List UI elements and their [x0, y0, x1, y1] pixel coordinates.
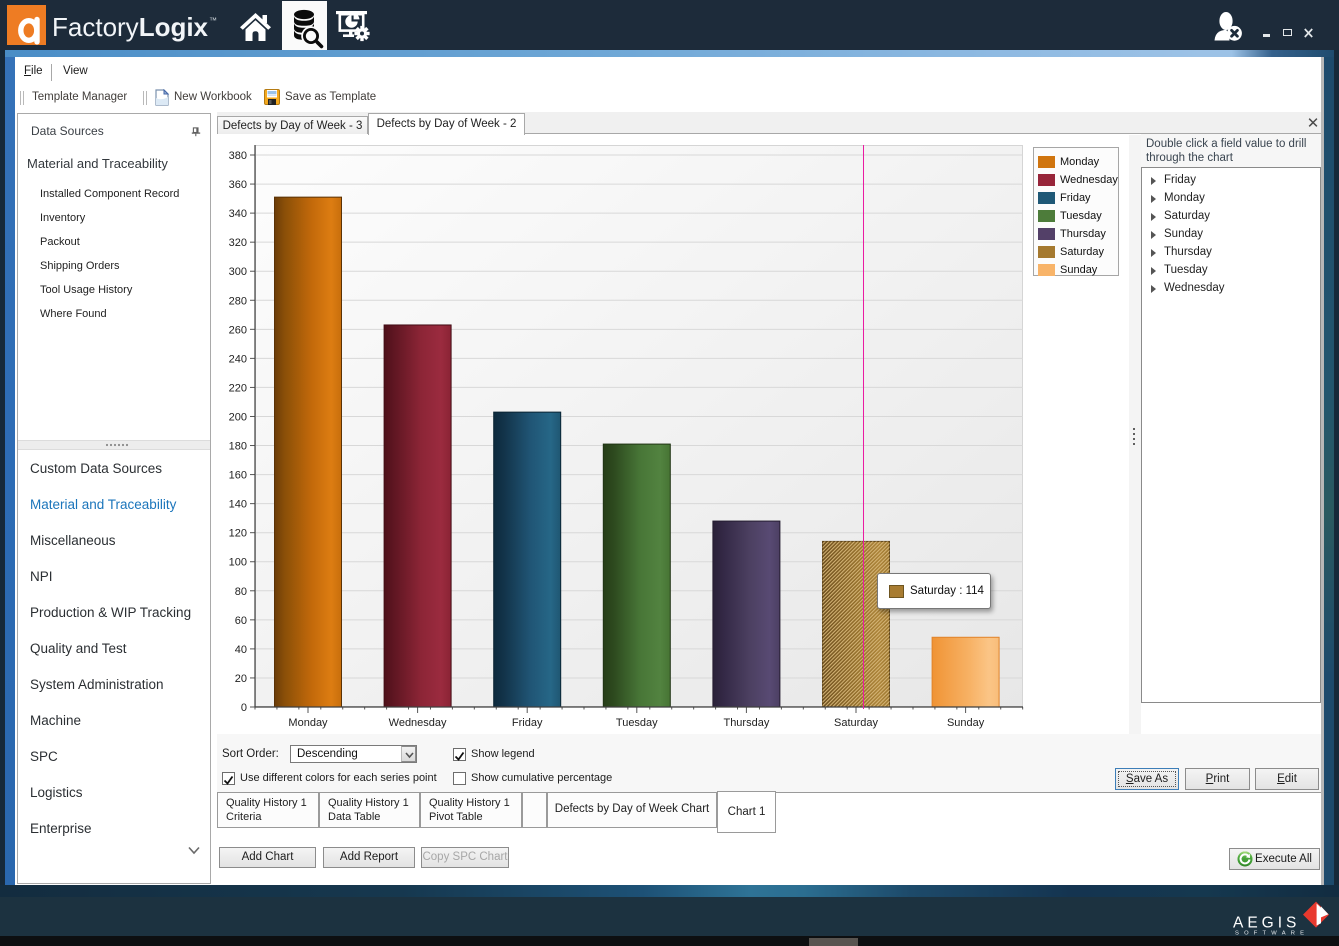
svg-text:40: 40: [235, 644, 247, 656]
svg-text:80: 80: [235, 586, 247, 598]
svg-text:240: 240: [229, 353, 247, 365]
svg-text:20: 20: [235, 673, 247, 685]
svg-text:380: 380: [229, 150, 247, 162]
svg-text:Saturday: Saturday: [834, 717, 879, 729]
svg-text:340: 340: [229, 208, 247, 220]
svg-text:Sunday: Sunday: [947, 717, 985, 729]
svg-text:200: 200: [229, 411, 247, 423]
svg-text:300: 300: [229, 266, 247, 278]
svg-text:Wednesday: Wednesday: [389, 717, 447, 729]
svg-text:360: 360: [229, 179, 247, 191]
svg-text:Thursday: Thursday: [723, 717, 769, 729]
svg-text:140: 140: [229, 499, 247, 511]
svg-text:280: 280: [229, 295, 247, 307]
svg-text:220: 220: [229, 382, 247, 394]
svg-text:Monday: Monday: [288, 717, 328, 729]
svg-text:260: 260: [229, 324, 247, 336]
svg-text:120: 120: [229, 528, 247, 540]
svg-text:0: 0: [241, 702, 247, 714]
svg-text:60: 60: [235, 615, 247, 627]
svg-text:180: 180: [229, 441, 247, 453]
svg-text:160: 160: [229, 470, 247, 482]
svg-text:100: 100: [229, 557, 247, 569]
svg-text:SOFTWARE: SOFTWARE: [1235, 931, 1309, 937]
svg-text:Tuesday: Tuesday: [616, 717, 658, 729]
svg-text:320: 320: [229, 237, 247, 249]
svg-text:AEGIS: AEGIS: [1233, 915, 1300, 932]
svg-text:Friday: Friday: [512, 717, 543, 729]
